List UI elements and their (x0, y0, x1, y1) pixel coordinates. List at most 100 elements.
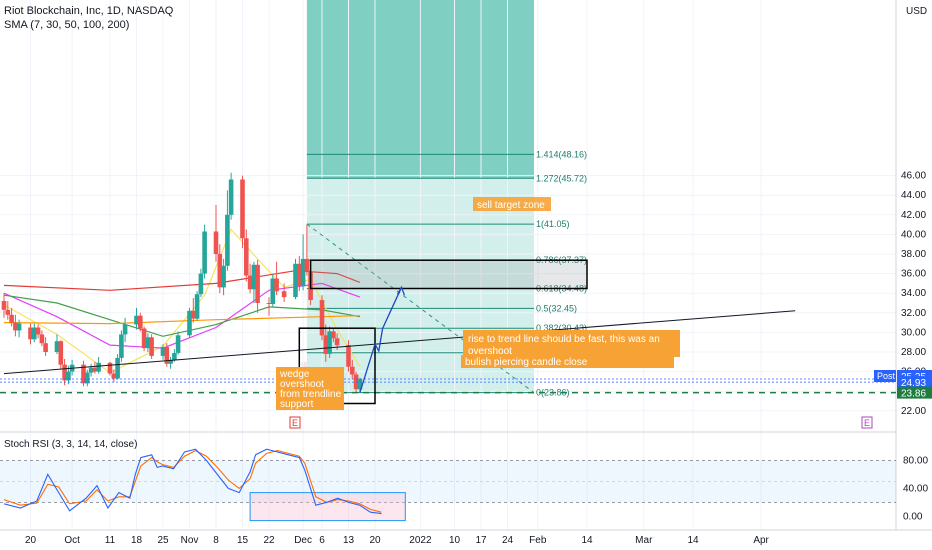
candle-body (187, 310, 192, 336)
candle-body (225, 214, 230, 266)
time-tick-label: 17 (475, 535, 487, 546)
candle (115, 354, 120, 380)
time-axis[interactable]: 20 Oct 11 18 25 Nov 8 15 22 Dec 6 13 20 2022 10 17 24 Feb… (0, 529, 932, 546)
candle-body (16, 323, 22, 331)
price-axis-bg (897, 0, 932, 530)
candle (54, 334, 60, 354)
candle-body (96, 362, 101, 372)
candle (198, 268, 204, 298)
time-tick-label: 10 (449, 535, 461, 546)
candle-body (228, 179, 234, 215)
price-tick-label: 42.00 (901, 210, 926, 221)
candle-body (54, 341, 60, 352)
sell-target-label-bg (473, 197, 551, 211)
price-badge (897, 386, 932, 399)
candle-body (221, 265, 226, 288)
candle-body (58, 341, 64, 365)
candle-body (198, 273, 204, 295)
piercing-note: bulish piercing candle close (465, 357, 588, 368)
candle (1, 293, 7, 318)
candle (297, 256, 302, 292)
candle (213, 205, 219, 262)
candle-body (88, 367, 94, 373)
candle-body (168, 359, 173, 364)
price-tick-label: 28.00 (901, 347, 926, 358)
candle (187, 307, 192, 338)
candle-body (191, 310, 196, 319)
candle (92, 361, 98, 374)
candle (266, 297, 272, 316)
candle-body (281, 291, 287, 298)
candle-body (111, 373, 117, 379)
candle (134, 307, 139, 330)
candle (304, 224, 310, 276)
candle-body (119, 334, 124, 358)
time-tick-label: 14 (581, 535, 593, 546)
candle-body (149, 337, 154, 356)
candle-body (66, 371, 71, 381)
price-tick-label: 46.00 (901, 171, 926, 182)
candle (194, 291, 200, 321)
time-tick-label: 25 (157, 535, 169, 546)
candle-body (92, 367, 98, 372)
candle-body (266, 303, 272, 304)
fib-level-label: 0.5(32.45) (536, 303, 577, 313)
candle-body (213, 231, 219, 254)
stoch-tick-label: 80.00 (903, 455, 928, 466)
candle-body (1, 301, 7, 310)
time-tick-label: Apr (753, 535, 769, 546)
trend-note-bg (463, 330, 680, 357)
time-tick-label: Mar (635, 535, 653, 546)
candle-body (164, 347, 170, 364)
candle (164, 343, 170, 367)
candle (217, 244, 223, 294)
currency-label: USD (906, 6, 927, 17)
candle (168, 356, 173, 369)
candle (191, 298, 196, 323)
candle (16, 319, 22, 338)
time-tick-label: Nov (181, 535, 199, 546)
candle-body (172, 353, 177, 360)
candle-body (43, 343, 48, 352)
fib-level-label: 1.272(45.72) (536, 173, 587, 183)
earnings-marker-1[interactable] (289, 416, 301, 429)
candle (107, 361, 113, 376)
time-tick-label: 2022 (409, 535, 432, 546)
time-tick-label: 8 (213, 535, 219, 546)
fib-level-label: 1.414(48.16) (536, 149, 587, 159)
candle (141, 326, 147, 351)
candle (5, 301, 11, 320)
price-tick-label: 34.00 (901, 288, 926, 299)
candle (240, 175, 245, 249)
price-tick-label: 32.00 (901, 308, 926, 319)
piercing-note-bg (461, 355, 674, 368)
candle-body (244, 238, 249, 276)
candle-body (217, 254, 223, 288)
candle-body (122, 324, 128, 335)
stoch-oversold-box (249, 492, 406, 522)
wedge-note-2: overshoot (280, 379, 324, 390)
candle-body (357, 379, 363, 390)
earnings-marker-2[interactable] (861, 416, 873, 429)
support-trendline (3, 310, 796, 375)
candle (28, 323, 33, 345)
candle-body (327, 331, 332, 354)
candle-body (334, 338, 340, 346)
candle-body (81, 364, 86, 384)
candle (281, 283, 287, 302)
moving-averages (3, 228, 361, 374)
candle (251, 261, 257, 303)
candle-body (39, 334, 45, 344)
price-axis[interactable]: 46.00 44.00 42.00 40.00 38.00 36.00 34.00 32.00… (874, 0, 932, 530)
candle (81, 360, 86, 387)
candle-body (32, 327, 37, 340)
candle (175, 331, 181, 355)
candle (293, 258, 298, 300)
candle (327, 326, 332, 358)
candle-body (35, 327, 41, 335)
projection-arrowhead (396, 285, 406, 296)
stoch-title: Stoch RSI (3, 3, 14, 14, close) (4, 439, 137, 450)
candle-body (323, 335, 329, 354)
time-tick-label: 14 (687, 535, 699, 546)
candle-body (304, 258, 310, 272)
